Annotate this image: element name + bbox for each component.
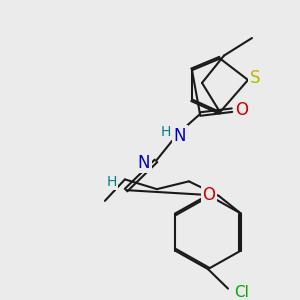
Text: H: H [161,124,171,139]
Text: O: O [202,186,215,204]
Text: H: H [107,175,117,189]
Text: Cl: Cl [235,285,249,300]
Text: N: N [174,127,186,145]
Text: N: N [138,154,150,172]
Text: O: O [236,101,248,119]
Text: S: S [250,69,260,87]
